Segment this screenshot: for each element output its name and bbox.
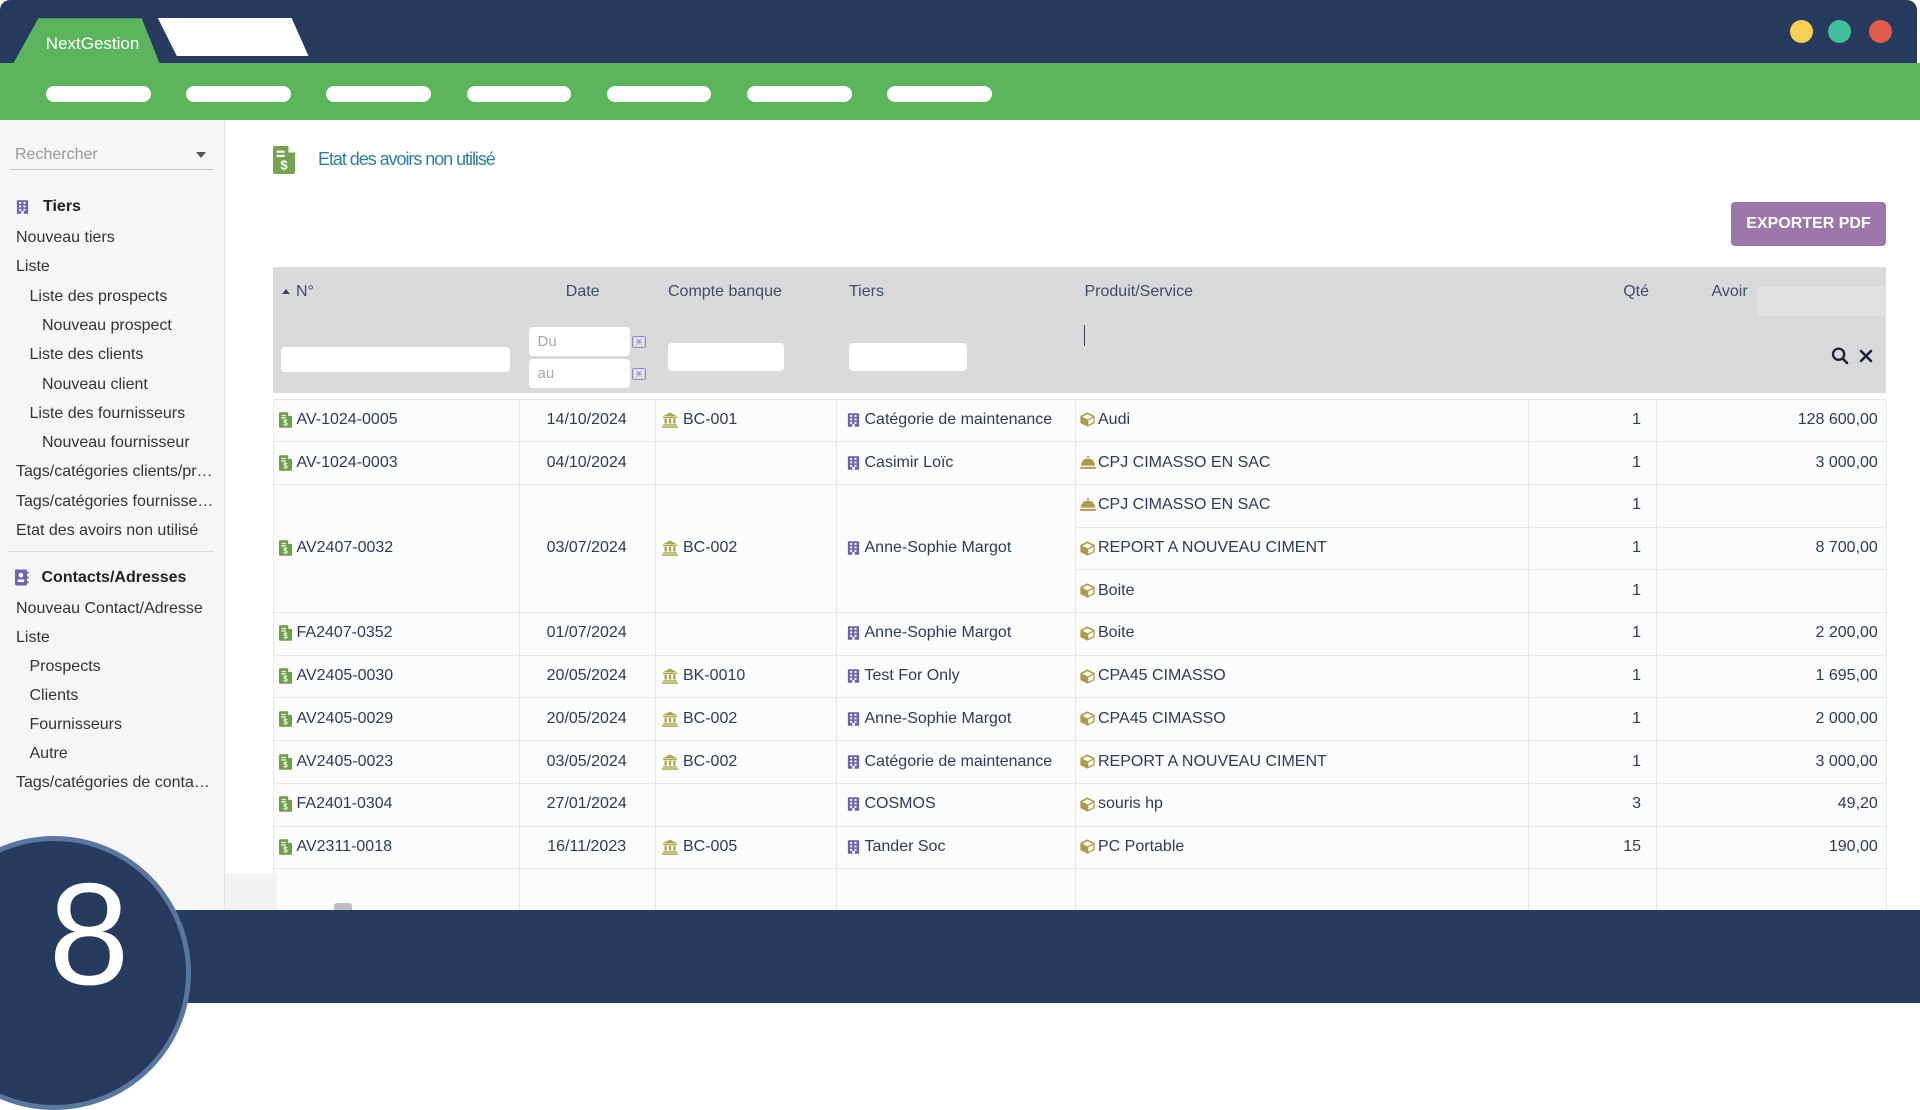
svg-text:$: $	[280, 157, 288, 172]
